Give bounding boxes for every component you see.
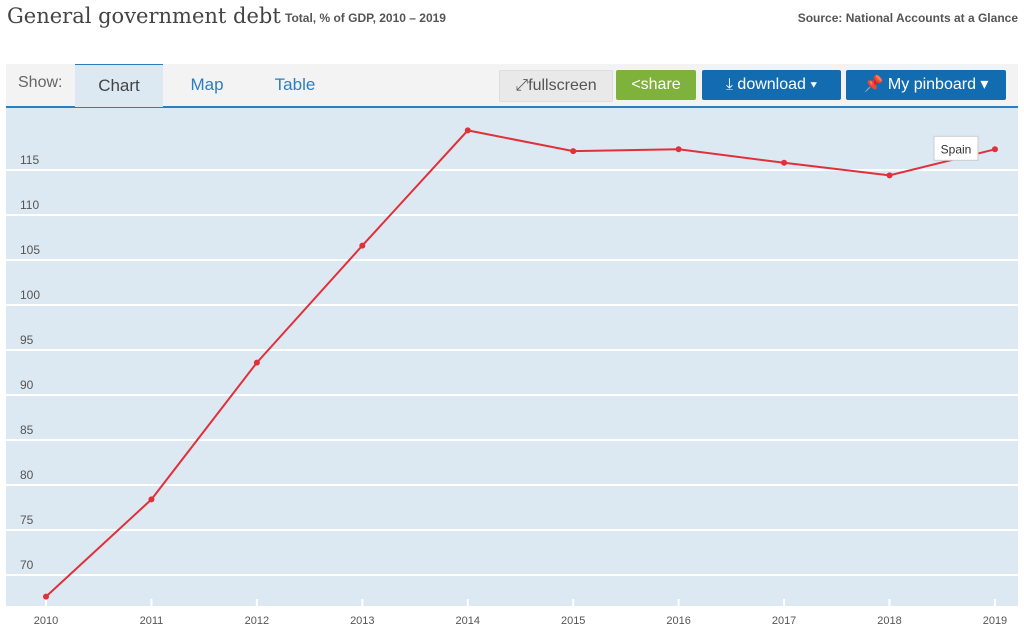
show-label: Show: [18, 74, 63, 91]
fullscreen-icon: ⤢ [515, 77, 529, 94]
x-tick-label: 2013 [350, 615, 374, 627]
y-tick-label: 100 [20, 288, 40, 302]
y-tick-label: 115 [20, 153, 39, 167]
data-point [991, 146, 998, 153]
series-label: Spain [941, 142, 972, 156]
x-tick-label: 2014 [456, 615, 480, 627]
x-tick-label: 2015 [561, 615, 585, 627]
tab-map[interactable]: Map [190, 75, 224, 94]
share-icon: < [631, 76, 641, 93]
data-point [359, 242, 366, 249]
data-point [148, 496, 155, 503]
tab-chart[interactable]: Chart [75, 64, 163, 107]
x-tick-label: 2018 [877, 615, 901, 627]
data-point [253, 359, 260, 366]
x-tick-label: 2016 [666, 615, 690, 627]
x-tick-label: 2012 [245, 615, 269, 627]
series-label-box [933, 135, 979, 161]
x-tick-label: 2011 [140, 615, 164, 627]
data-point [781, 159, 788, 166]
tab-table[interactable]: Table [274, 75, 316, 94]
plot-area [6, 108, 1018, 606]
y-tick-label: 80 [20, 468, 34, 482]
pinboard-button[interactable]: 📌 My pinboard ▾ [846, 70, 1006, 100]
data-point [43, 593, 49, 600]
fullscreen-button[interactable]: ⤢fullscreen [499, 70, 613, 102]
page-subtitle: Total, % of GDP, 2010 – 2019 [285, 11, 446, 25]
share-button[interactable]: <share [616, 70, 696, 100]
y-tick-label: 110 [20, 198, 39, 212]
y-tick-label: 90 [20, 378, 34, 392]
x-tick-label: 2010 [34, 615, 58, 627]
pin-icon: 📌 [863, 76, 888, 93]
y-tick-label: 75 [20, 513, 34, 527]
source-link[interactable]: Source: National Accounts at a Glance [797, 11, 1018, 25]
series-line [45, 129, 996, 598]
download-icon: ⤓ [725, 76, 738, 93]
data-point [886, 172, 893, 179]
y-tick-label: 85 [20, 423, 34, 437]
y-tick-label: 95 [20, 333, 34, 347]
download-button[interactable]: ⤓ download ▾ [702, 70, 841, 100]
x-tick-label: 2019 [983, 615, 1007, 627]
y-tick-label: 70 [20, 558, 34, 572]
toolbar: Show: Chart Map Table ⤢fullscreen <share… [6, 64, 1018, 108]
page-title: General government debt [7, 4, 281, 28]
data-point [675, 146, 682, 153]
x-tick-label: 2017 [772, 615, 796, 627]
data-point [570, 148, 577, 155]
data-point [464, 127, 471, 134]
y-tick-label: 105 [20, 243, 40, 257]
